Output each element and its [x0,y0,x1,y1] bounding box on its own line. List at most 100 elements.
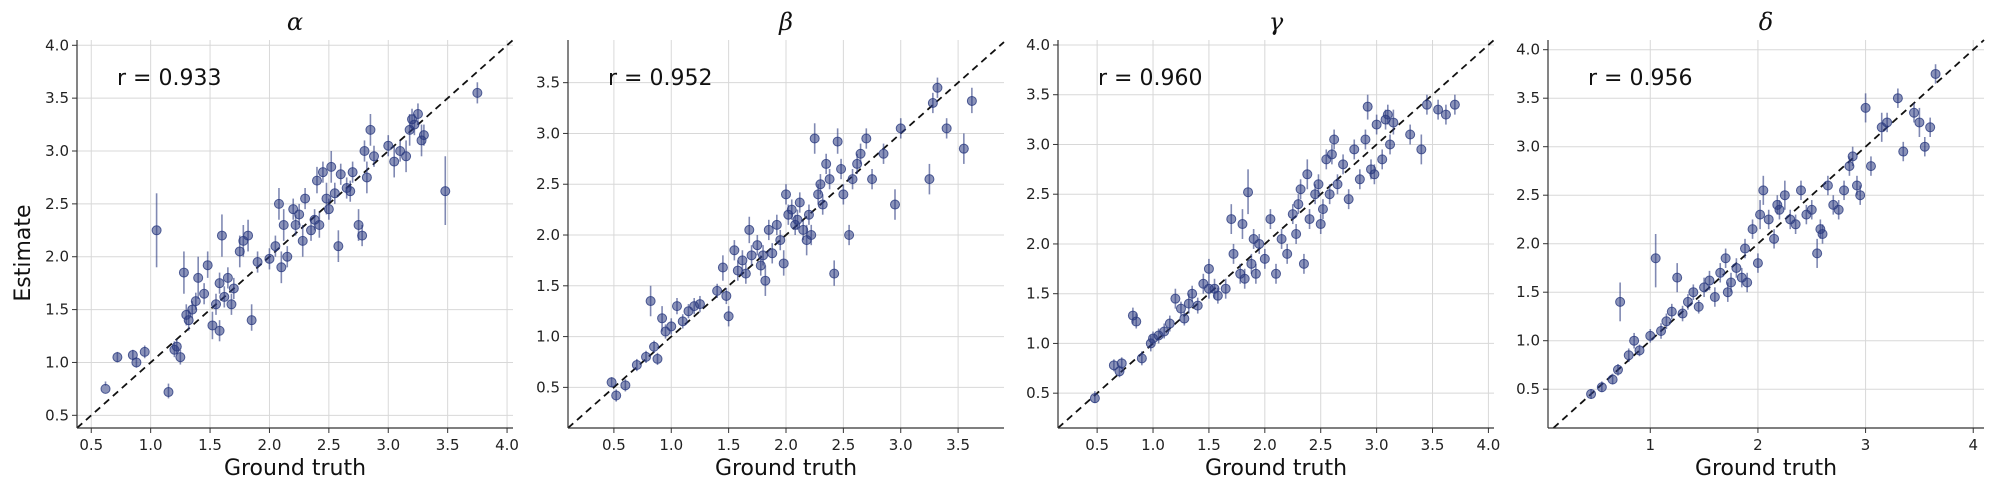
data-point [290,220,301,231]
x-tick-label: 2.0 [774,436,798,454]
data-point [1822,180,1833,191]
y-tick-label: 2.5 [1516,186,1540,204]
data-point [1629,335,1640,346]
data-point [1656,326,1667,336]
data-points [1089,94,1460,404]
data-point [472,87,483,98]
data-point [775,235,786,246]
data-point [723,311,734,322]
data-point [273,198,284,209]
data-point [815,179,826,190]
data-point [1855,190,1866,201]
data-point [1650,253,1661,264]
x-tick-label: 0.5 [1085,436,1109,454]
data-point [778,258,789,269]
data-point [1226,214,1237,225]
data-point [383,140,394,151]
data-point [1265,214,1276,225]
data-point [611,390,622,401]
data-point [207,320,218,331]
data-point [1709,292,1720,303]
axes: 1 2 3 4 0.5 1.0 1.5 2.0 2.5 3.0 3.5 4.0 [1516,40,1984,454]
data-point [631,360,642,371]
data-point [941,123,952,134]
data-point [890,199,900,210]
data-point [1175,303,1186,314]
data-point [412,109,423,120]
data-point [178,267,189,278]
data-point [1731,262,1742,273]
panel-title: α [287,8,303,36]
data-point [746,250,757,261]
data-point [752,240,763,251]
data-point [163,387,174,398]
data-point [246,315,257,326]
y-tick-label: 1.5 [536,277,560,295]
data-point [1136,353,1147,364]
x-tick-label: 2.5 [1309,436,1333,454]
correlation-label: r = 0.952 [608,66,712,91]
data-point [1440,109,1451,120]
data-point [1769,233,1780,244]
data-point [1860,102,1871,113]
data-point [1271,268,1281,279]
data-point [359,146,370,157]
data-point [1607,374,1618,385]
identity-line [1057,39,1495,429]
grid [1548,39,1985,429]
correlation-label: r = 0.960 [1098,66,1202,91]
data-point [1449,99,1460,110]
data-point [1682,296,1693,307]
data-point [1416,144,1427,155]
data-point [1239,273,1250,284]
data-point [832,136,843,147]
data-point [1360,134,1371,145]
data-point [1362,101,1373,112]
data-point [1666,306,1677,317]
data-point [1282,248,1293,259]
y-tick-label: 1.0 [1026,334,1050,352]
data-point [234,246,245,257]
data-point [1779,190,1790,201]
y-tick-label: 3.5 [45,89,69,107]
data-point [1246,258,1257,269]
data-point [1259,253,1270,264]
x-tick-label: 0.5 [79,436,103,454]
data-point [794,197,805,208]
data-point [1715,267,1726,278]
x-tick-label: 3.0 [889,436,913,454]
grid [1057,39,1495,429]
data-point [1612,364,1623,375]
data-point [1145,338,1156,349]
data-point [1187,288,1198,299]
data-point [755,260,766,271]
y-axis-label: Estimate [11,204,36,301]
panel-title: β [778,8,793,36]
y-tick-label: 0.5 [1026,384,1050,402]
data-point [1385,139,1396,150]
data-point [717,262,728,273]
data-point [1338,159,1349,170]
data-point [264,253,275,264]
data-point [243,230,254,241]
data-point [1722,287,1733,298]
data-point [1326,149,1337,160]
data-point [389,156,400,167]
panel-beta: β r = 0.952 Ground truth 0.5 1.0 1.5 2.0 2.5… [536,8,1005,481]
data-point [1704,275,1715,286]
data-point [1740,243,1751,254]
y-tick-label: 4.0 [45,36,69,54]
correlation-label: r = 0.933 [117,66,221,91]
data-point [1865,161,1876,172]
y-tick-label: 3.0 [536,124,560,142]
data-point [792,214,803,225]
data-point [1203,263,1214,274]
data-point [1310,189,1321,200]
data-point [817,199,828,210]
data-point [139,346,150,357]
data-point [620,380,631,391]
data-point [317,167,328,178]
data-point [1371,119,1382,130]
data-point [214,278,225,289]
data-point [737,255,748,266]
